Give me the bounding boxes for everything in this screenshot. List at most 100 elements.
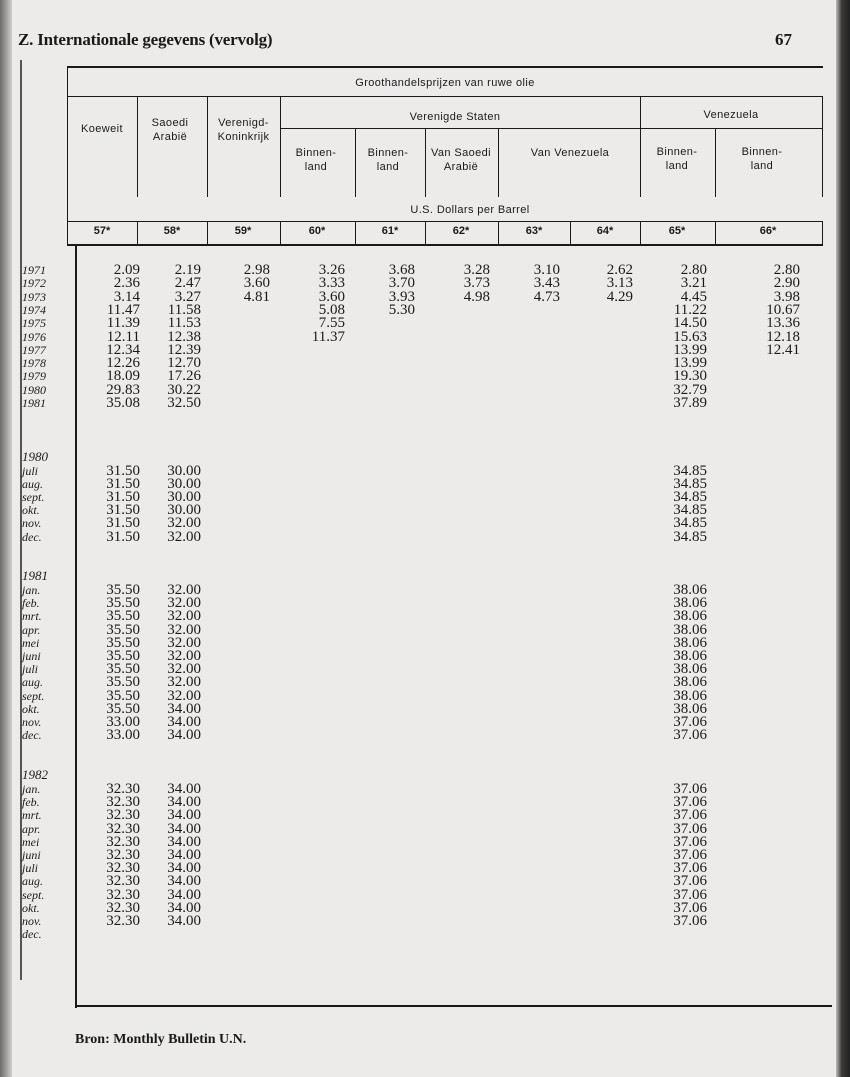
table-cell: 34.00 (167, 714, 201, 730)
table-cell: 35.08 (106, 395, 140, 411)
table-cell: 31.50 (106, 489, 140, 506)
table-row: dec. 31.50 32.00 34.85 (0, 529, 850, 544)
column-rule (498, 128, 499, 197)
table-row: aug. 31.50 30.00 34.85 (0, 476, 850, 493)
column-rule (715, 128, 716, 197)
table-cell: 11.47 (106, 301, 140, 318)
table-cell: 34.00 (167, 873, 201, 890)
row-label: sept. (22, 887, 45, 902)
table-cell: 3.73 (463, 275, 490, 292)
table-cell: 35.50 (106, 700, 140, 717)
table-row: nov. 32.30 34.00 37.06 (0, 914, 850, 929)
table-cell: 33.00 (106, 714, 140, 730)
table-row: sept. 31.50 30.00 34.85 (0, 489, 850, 506)
table-cell: 3.98 (773, 288, 800, 305)
code-rule (822, 221, 823, 245)
table-cell: 34.00 (167, 807, 201, 824)
col-header-van-saoedi-arabie: Van Saoedi Arabië (430, 147, 492, 173)
table-row: okt. 35.50 34.00 38.06 (0, 700, 850, 717)
table-cell: 5.30 (388, 301, 415, 318)
table-cell: 13.36 (766, 315, 800, 332)
table-row: juli 35.50 32.00 38.06 (0, 661, 850, 678)
table-cell: 4.98 (463, 288, 490, 305)
table-cell: 38.06 (673, 582, 707, 598)
table-cell: 37.06 (673, 781, 707, 797)
table-cell: 3.60 (243, 275, 270, 292)
table-cell: 32.30 (106, 860, 140, 877)
table-cell: 32.30 (106, 820, 140, 837)
row-label: jan. (22, 782, 41, 796)
table-cell: 19.30 (673, 368, 707, 385)
group-heading-venezuela: Venezuela (703, 109, 759, 121)
table-cell: 34.85 (673, 476, 707, 493)
table-cell: 32.30 (106, 781, 140, 797)
table-cell: 34.00 (167, 700, 201, 717)
table-cell: 35.50 (106, 634, 140, 651)
table-row: juni 32.30 34.00 37.06 (0, 848, 850, 863)
table-cell: 34.00 (167, 899, 201, 916)
table-cell: 31.50 (106, 502, 140, 519)
table-cell: 3.70 (388, 275, 415, 292)
row-label: nov. (22, 715, 42, 729)
table-cell: 34.00 (167, 820, 201, 837)
table-cell: 32.00 (167, 674, 201, 691)
table-row: nov. 33.00 34.00 37.06 (0, 714, 850, 730)
table-row: apr. 32.30 34.00 37.06 (0, 820, 850, 837)
column-code: 58* (163, 225, 181, 237)
table-cell: 37.06 (673, 727, 707, 744)
table-top-rule (67, 66, 823, 68)
section-year-label: 1981 (22, 568, 48, 583)
table-row: okt. 32.30 34.00 37.06 (0, 899, 850, 916)
table-row: 1975 11.39 11.53 7.55 14.50 13.36 (0, 315, 850, 332)
table-cell: 38.06 (673, 634, 707, 651)
column-rule (137, 96, 138, 197)
row-label: 1975 (22, 316, 46, 331)
table-cell: 12.38 (167, 328, 201, 345)
table-cell: 34.00 (167, 794, 201, 811)
row-label: nov. (22, 914, 42, 928)
row-label: 1978 (22, 356, 46, 371)
table-cell: 34.85 (673, 489, 707, 506)
table-row: 1974 11.47 11.58 5.08 5.30 11.22 10.67 (0, 301, 850, 318)
table-cell: 37.06 (673, 833, 707, 850)
row-label: 1979 (22, 369, 46, 384)
table-cell: 3.43 (533, 275, 560, 292)
code-rule (137, 221, 138, 245)
table-cell: 2.09 (113, 262, 140, 278)
table-cell: 32.30 (106, 794, 140, 811)
table-cell: 34.00 (167, 727, 201, 744)
table-cell: 34.00 (167, 781, 201, 797)
table-cell: 37.06 (673, 820, 707, 837)
row-label: 1977 (22, 342, 46, 357)
table-cell: 38.06 (673, 608, 707, 625)
table-row: aug. 35.50 32.00 38.06 (0, 674, 850, 691)
table-row: juli 31.50 30.00 34.85 (0, 464, 850, 479)
row-label: juli (22, 861, 39, 876)
table-cell: 35.50 (106, 661, 140, 678)
table-cell: 4.73 (533, 288, 560, 305)
row-label: 1972 (22, 276, 46, 291)
row-label: juni (22, 649, 41, 663)
column-code: 62* (452, 225, 470, 237)
table-cell: 4.45 (680, 288, 707, 305)
table-cell: 11.58 (167, 301, 201, 318)
main-heading: Groothandelsprijzen van ruwe olie (355, 77, 535, 89)
page-number: 67 (775, 30, 792, 49)
code-rule (355, 221, 356, 245)
row-label: apr. (22, 622, 41, 637)
subgroup-rule (280, 128, 822, 129)
table-cell: 38.06 (673, 621, 707, 638)
table-cell: 12.18 (766, 328, 800, 345)
column-code: 61* (381, 225, 399, 237)
row-label: jan. (22, 583, 41, 597)
column-code: 66* (759, 225, 777, 237)
code-rule (498, 221, 499, 245)
col-header-us-binnenland: Binnen-land (295, 147, 337, 173)
row-label: mrt. (22, 808, 42, 823)
table-bottom-rule (75, 1005, 832, 1007)
col-header-us-binnenland-2: Binnen-land (367, 147, 409, 173)
table-cell: 32.30 (106, 886, 140, 903)
unit-label: U.S. Dollars per Barrel (410, 204, 530, 216)
table-cell: 34.85 (673, 515, 707, 532)
row-label: aug. (22, 477, 43, 492)
